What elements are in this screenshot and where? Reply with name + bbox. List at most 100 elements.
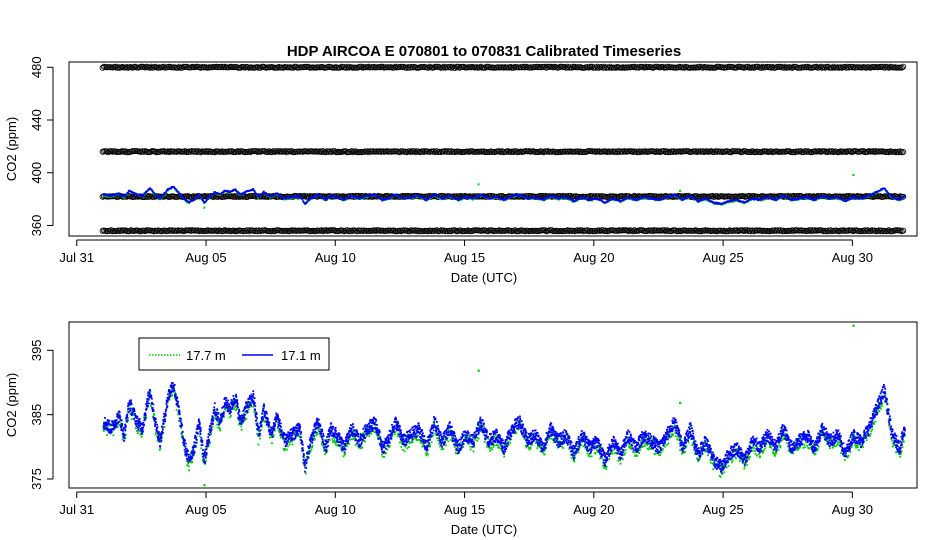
calibration-point bbox=[672, 227, 679, 234]
calibration-point bbox=[578, 227, 585, 234]
series-17-7m-point bbox=[106, 434, 109, 436]
series-17-7m-point bbox=[154, 433, 157, 436]
calibration-point bbox=[246, 228, 253, 235]
calibration-point bbox=[371, 227, 378, 234]
calibration-point bbox=[231, 192, 238, 199]
calibration-point bbox=[436, 227, 443, 234]
calibration-point bbox=[749, 227, 756, 234]
calibration-point bbox=[120, 227, 127, 234]
top-blue-point bbox=[127, 191, 129, 194]
calibration-point bbox=[214, 228, 221, 235]
top-x-axis-tick-label: Aug 25 bbox=[702, 250, 743, 265]
series-17-7m-point bbox=[134, 427, 137, 430]
calibration-point bbox=[447, 228, 454, 235]
top-blue-point bbox=[301, 198, 304, 201]
calibration-point bbox=[597, 227, 604, 234]
top-blue-point bbox=[198, 193, 200, 195]
calibration-point bbox=[301, 192, 308, 199]
calibration-point bbox=[452, 227, 459, 234]
bottom-panel: Jul 31 Aug 05 Aug 10 Aug 15 Aug 20 Aug 25 Aug … bbox=[4, 321, 918, 537]
series-17-7m-point bbox=[131, 418, 133, 421]
calibration-point bbox=[867, 228, 874, 235]
calibration-point bbox=[344, 227, 351, 234]
top-blue-point bbox=[879, 189, 882, 192]
top-y-axis-tick-label: 480 bbox=[29, 56, 44, 78]
calibration-point bbox=[334, 227, 341, 234]
calibration-point bbox=[328, 227, 335, 234]
series-17-7m-point bbox=[150, 405, 152, 407]
calibration-point bbox=[652, 227, 659, 234]
top-blue-point bbox=[253, 189, 256, 192]
calibration-point bbox=[806, 227, 813, 234]
top-blue-point bbox=[256, 193, 258, 196]
calibration-point bbox=[548, 227, 555, 234]
calibration-point bbox=[230, 193, 237, 200]
calibration-point bbox=[392, 228, 399, 235]
calibration-point bbox=[142, 228, 149, 235]
series-17-7m-point bbox=[137, 432, 139, 435]
calibration-point bbox=[827, 227, 834, 234]
top-blue-point bbox=[135, 192, 137, 195]
calibration-point bbox=[318, 227, 325, 234]
calibration-point bbox=[221, 227, 228, 234]
calibration-point bbox=[819, 227, 826, 234]
calibration-point bbox=[777, 227, 784, 234]
top-x-axis-tick-label: Aug 05 bbox=[185, 250, 226, 265]
calibration-point bbox=[733, 227, 740, 234]
series-17-7m-point bbox=[140, 435, 143, 438]
top-y-axis-tick-label: 400 bbox=[29, 162, 44, 184]
calibration-point bbox=[740, 228, 747, 235]
series-17-7m-point bbox=[103, 430, 105, 432]
top-blue-point bbox=[305, 202, 307, 205]
calibration-point bbox=[770, 227, 777, 234]
top-blue-point bbox=[692, 196, 694, 198]
calibration-point bbox=[790, 228, 797, 235]
calibration-point bbox=[484, 228, 491, 235]
calibration-point bbox=[244, 227, 251, 234]
top-x-axis-label: Date (UTC) bbox=[451, 270, 517, 285]
top-y-axis-label: CO2 (ppm) bbox=[4, 117, 19, 181]
top-blue-point bbox=[306, 200, 309, 203]
top-blue-point bbox=[158, 196, 161, 198]
top-blue-point bbox=[125, 193, 128, 196]
calibration-point bbox=[386, 227, 393, 234]
calibration-point bbox=[860, 228, 867, 235]
calibration-point bbox=[177, 193, 184, 200]
calibration-point bbox=[415, 227, 422, 234]
calibration-point bbox=[541, 227, 548, 234]
top-y-axis-tick-label: 360 bbox=[29, 215, 44, 237]
top-blue-point bbox=[177, 190, 180, 193]
calibration-point bbox=[739, 227, 746, 234]
top-blue-point bbox=[207, 198, 209, 200]
calibration-point bbox=[600, 227, 607, 234]
calibration-point bbox=[789, 227, 796, 234]
top-blue-point bbox=[123, 196, 126, 198]
calibration-point bbox=[512, 227, 519, 234]
calibration-point bbox=[172, 193, 179, 200]
calibration-point bbox=[885, 227, 892, 234]
calibration-point bbox=[661, 227, 668, 234]
top-y-axis: 360 400 440 480 bbox=[29, 56, 54, 237]
top-green-outlier bbox=[203, 206, 206, 209]
calibration-point bbox=[354, 228, 361, 235]
calibration-point bbox=[126, 228, 133, 235]
top-panel: HDP AIRCOA E 070801 to 070831 Calibrated… bbox=[4, 43, 918, 285]
top-blue-point bbox=[165, 191, 167, 194]
top-blue-point bbox=[235, 188, 237, 191]
top-y-axis-tick-label: 440 bbox=[29, 109, 44, 131]
calibration-point bbox=[900, 227, 907, 234]
top-blue-point bbox=[578, 198, 581, 200]
calibration-point bbox=[433, 227, 440, 234]
calibration-point bbox=[224, 193, 231, 200]
series-17-7m-point bbox=[121, 438, 124, 441]
calibration-point bbox=[826, 228, 833, 235]
calibration-point bbox=[884, 227, 891, 234]
calibration-point bbox=[725, 228, 732, 235]
calibration-point bbox=[716, 227, 723, 234]
calibration-point bbox=[254, 228, 261, 235]
top-green-outlier bbox=[852, 174, 855, 176]
top-green-outlier bbox=[477, 183, 480, 186]
top-x-axis-tick-label: Aug 30 bbox=[832, 250, 873, 265]
calibration-point bbox=[412, 227, 419, 234]
